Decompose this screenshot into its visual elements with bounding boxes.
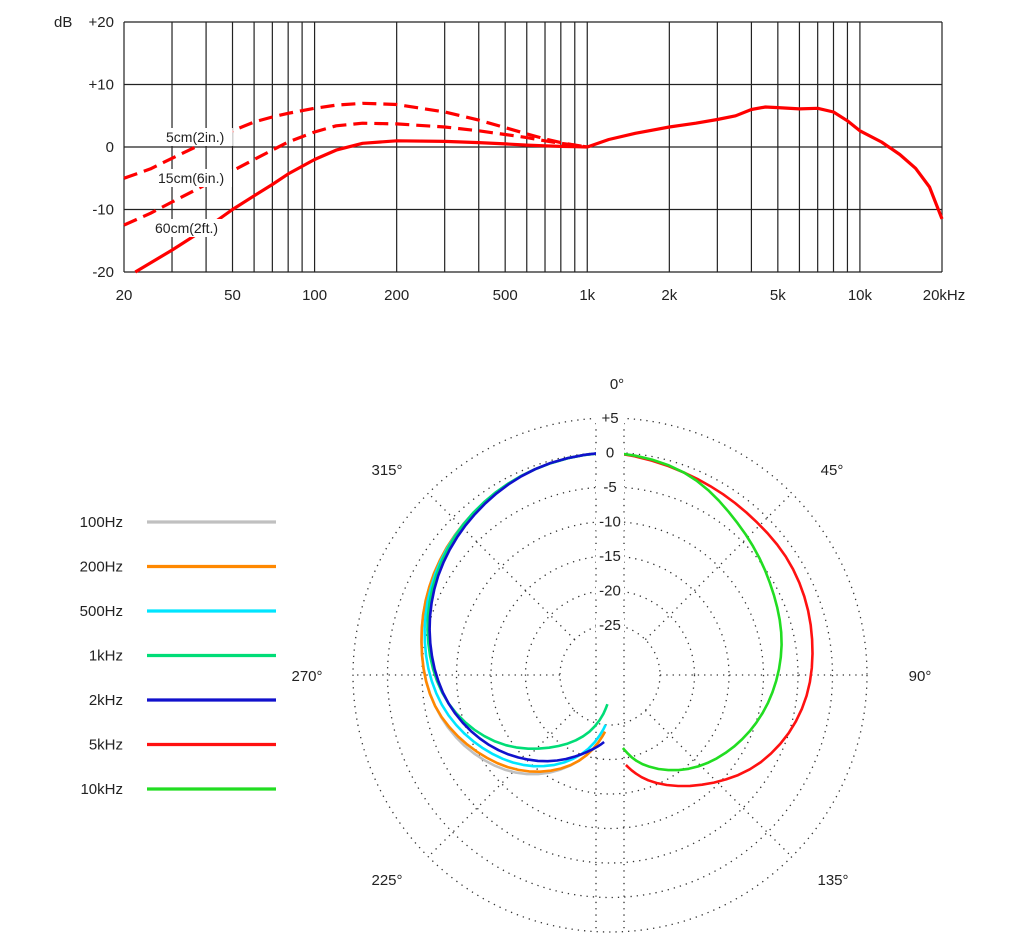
- radial-label-backdrop: [596, 479, 624, 496]
- legend-label: 2kHz: [89, 692, 123, 709]
- angle-label: 135°: [817, 872, 848, 889]
- label-backdrop: [153, 219, 229, 237]
- x-tick-label: 1k: [579, 287, 595, 304]
- radial-label: -5: [603, 479, 616, 496]
- polar-ring: [386, 451, 834, 899]
- angle-label: 315°: [371, 462, 402, 479]
- radial-label: 0: [606, 445, 614, 462]
- frequency-response-series: [123, 101, 944, 274]
- polar-pattern-chart: +5 0 -5 -10 -15 -20 -25 0° 45° 90° 135° 225° 270° 315…: [291, 376, 931, 933]
- frequency-response-grid: [123, 21, 943, 273]
- legend-label: 200Hz: [80, 559, 123, 576]
- y-axis-label: dB: [54, 14, 72, 31]
- curve-label: 15cm(6in.): [158, 170, 224, 186]
- x-tick-label: 10k: [848, 287, 873, 304]
- legend-label: 1kHz: [89, 648, 123, 665]
- radial-label: -20: [599, 583, 621, 600]
- radial-label-backdrop: [596, 444, 624, 462]
- y-tick-label: +10: [89, 77, 114, 94]
- polar-curve: [423, 451, 611, 768]
- polar-legend: 100Hz 200Hz 500Hz 1kHz 2kHz 5kHz 10kHz: [80, 514, 276, 798]
- curve-label: 5cm(2in.): [166, 129, 224, 145]
- polar-ring: [524, 589, 696, 761]
- x-tick-label: 500: [493, 287, 518, 304]
- response-curve: [586, 105, 944, 220]
- x-tick-label: 20kHz: [923, 287, 966, 304]
- label-backdrop: [156, 169, 232, 187]
- angle-label: 90°: [909, 668, 932, 685]
- y-tick-label: +20: [89, 14, 114, 31]
- radial-label-backdrop: [596, 617, 624, 634]
- radial-label: -10: [599, 514, 621, 531]
- polar-curve: [426, 451, 611, 750]
- radial-label-backdrop: [596, 582, 624, 600]
- legend-label: 100Hz: [80, 514, 123, 531]
- label-backdrop: [164, 128, 233, 146]
- x-tick-label: 20: [116, 287, 133, 304]
- radial-label-backdrop: [596, 548, 624, 565]
- x-tick-label: 2k: [661, 287, 677, 304]
- polar-spoke: [644, 492, 793, 641]
- legend-label: 10kHz: [80, 781, 123, 798]
- y-tick-label: -10: [92, 202, 114, 219]
- response-curve: [134, 139, 588, 274]
- radial-label-backdrop: [596, 410, 624, 427]
- angle-label: 270°: [291, 668, 322, 685]
- polar-labels: +5 0 -5 -10 -15 -20 -25 0° 45° 90° 135° 225° 270° 315…: [291, 376, 931, 889]
- radial-label-backdrop: [596, 513, 624, 531]
- frequency-response-chart: +20 +10 0 -10 -20 dB 20 50 100 200 500 1k 2k 5k 10k 20k…: [54, 14, 965, 304]
- radial-label: +5: [601, 410, 618, 427]
- polar-curve: [428, 451, 611, 763]
- polar-spoke: [427, 492, 576, 641]
- polar-series: [420, 451, 814, 788]
- x-tick-label: 5k: [770, 287, 786, 304]
- legend-label: 5kHz: [89, 737, 123, 754]
- radial-label: -25: [599, 617, 621, 634]
- x-tick-label: 50: [224, 287, 241, 304]
- legend-label: 500Hz: [80, 603, 123, 620]
- angle-label: 225°: [371, 872, 402, 889]
- y-tick-label: 0: [106, 139, 114, 156]
- radial-label: -15: [599, 548, 621, 565]
- polar-ring: [421, 486, 799, 864]
- x-tick-label: 100: [302, 287, 327, 304]
- polar-spoke: [427, 709, 576, 858]
- polar-curve: [609, 451, 814, 788]
- polar-ring: [490, 555, 730, 795]
- frequency-response-labels: +20 +10 0 -10 -20 dB 20 50 100 200 500 1k 2k 5k 10k 20k…: [54, 14, 965, 304]
- angle-label: 0°: [610, 376, 624, 393]
- x-tick-label: 200: [384, 287, 409, 304]
- y-tick-label: -20: [92, 264, 114, 281]
- angle-label: 45°: [821, 462, 844, 479]
- polar-ring: [559, 624, 661, 726]
- polar-curve: [420, 451, 611, 773]
- polar-curve: [609, 451, 783, 772]
- curve-label: 60cm(2ft.): [155, 220, 218, 236]
- polar-ring: [455, 520, 765, 830]
